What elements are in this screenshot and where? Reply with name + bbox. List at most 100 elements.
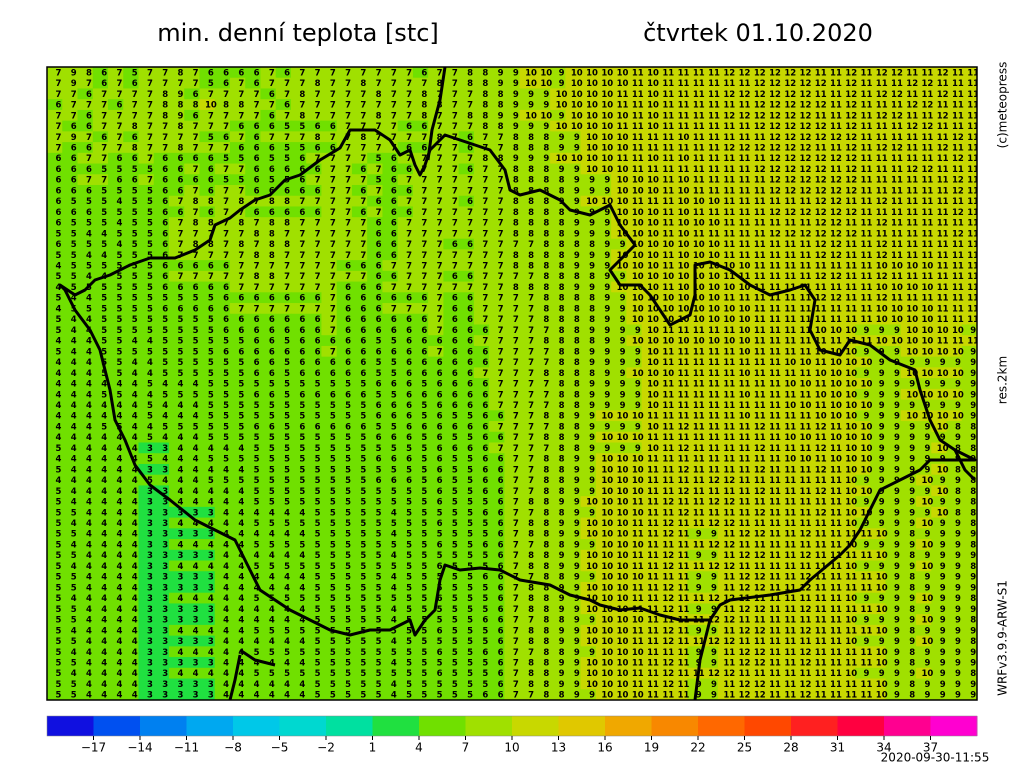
cell-value: 11	[906, 294, 918, 304]
cell-value: 7	[55, 68, 61, 78]
field-cell	[443, 120, 460, 132]
cell-value: 10	[739, 262, 751, 272]
cell-value: 7	[482, 272, 488, 282]
cell-value: 12	[800, 101, 812, 111]
field-cell	[168, 88, 185, 100]
cell-value: 10	[571, 68, 583, 78]
cell-value: 9	[604, 304, 610, 314]
cell-value: 7	[421, 133, 427, 143]
field-cell	[92, 142, 109, 154]
cell-value: 11	[739, 251, 751, 261]
cell-value: 6	[284, 294, 290, 304]
cell-value: 6	[376, 294, 382, 304]
cell-value: 11	[800, 219, 812, 229]
field-cell	[321, 120, 338, 132]
cell-value: 10	[647, 283, 659, 293]
field-cell	[565, 109, 582, 122]
field-cell	[504, 142, 521, 154]
cell-value: 7	[147, 90, 153, 100]
cell-value: 8	[223, 101, 229, 111]
cell-value: 5	[116, 272, 122, 282]
cell-value: 11	[922, 176, 934, 186]
cell-value: 10	[632, 219, 644, 229]
cell-value: 12	[800, 144, 812, 154]
cell-value: 11	[693, 133, 705, 143]
cell-value: 12	[830, 272, 842, 282]
cell-value: 7	[147, 144, 153, 154]
cell-value: 9	[71, 68, 77, 78]
cell-value: 8	[559, 186, 565, 196]
cell-value: 6	[55, 186, 61, 196]
cell-value: 7	[177, 197, 183, 207]
cell-value: 6	[208, 176, 214, 186]
field-cell	[870, 120, 887, 132]
cell-value: 7	[330, 111, 336, 121]
cell-value: 7	[208, 272, 214, 282]
cell-value: 5	[101, 283, 107, 293]
field-cell	[260, 109, 277, 122]
cell-value: 7	[437, 154, 443, 164]
cell-value: 7	[452, 262, 458, 272]
cell-value: 7	[238, 304, 244, 314]
cell-value: 7	[208, 90, 214, 100]
cell-value: 10	[525, 111, 537, 121]
cell-value: 7	[406, 240, 412, 250]
cell-value: 11	[861, 283, 873, 293]
cell-value: 7	[452, 144, 458, 154]
cell-value: 9	[574, 219, 580, 229]
cell-value: 11	[845, 240, 857, 250]
field-cell	[565, 77, 582, 90]
cell-value: 6	[345, 262, 351, 272]
cell-value: 11	[693, 122, 705, 132]
cell-value: 6	[269, 90, 275, 100]
field-cell	[855, 142, 871, 154]
field-cell	[824, 120, 841, 132]
cell-value: 7	[421, 197, 427, 207]
cell-value: 11	[845, 294, 857, 304]
field-cell	[672, 99, 688, 111]
cell-value: 11	[952, 90, 964, 100]
field-cell	[168, 99, 185, 111]
cell-value: 6	[162, 272, 168, 282]
cell-value: 12	[906, 101, 918, 111]
cell-value: 7	[86, 101, 92, 111]
field-cell	[397, 142, 414, 154]
field-cell	[794, 131, 810, 143]
cell-value: 7	[482, 240, 488, 250]
cell-value: 11	[845, 272, 857, 282]
cell-value: 11	[830, 122, 842, 132]
cell-value: 8	[269, 197, 275, 207]
field-cell	[397, 99, 414, 111]
cell-value: 6	[208, 186, 214, 196]
cell-value: 8	[559, 283, 565, 293]
field-cell	[62, 163, 79, 175]
field-cell	[702, 77, 719, 90]
field-cell	[290, 77, 307, 90]
cell-value: 7	[330, 262, 336, 272]
cell-value: 8	[513, 165, 519, 175]
cell-value: 6	[101, 79, 107, 89]
cell-value: 6	[299, 294, 305, 304]
cell-value: 6	[269, 208, 275, 218]
cell-value: 7	[55, 79, 61, 89]
cell-value: 11	[739, 229, 751, 239]
cell-value: 10	[601, 144, 613, 154]
cell-value: 4	[116, 197, 122, 207]
cell-value: 7	[193, 79, 199, 89]
cell-value: 11	[830, 79, 842, 89]
field-cell	[473, 120, 490, 132]
field-cell	[123, 109, 140, 122]
cell-value: 12	[723, 111, 735, 121]
cell-value: 11	[861, 79, 873, 89]
field-cell	[412, 131, 429, 143]
cell-value: 7	[330, 79, 336, 89]
field-cell	[77, 109, 94, 122]
cell-value: 10	[586, 122, 598, 132]
cell-value: 7	[391, 283, 397, 293]
cell-value: 5	[101, 262, 107, 272]
cell-value: 7	[55, 122, 61, 132]
cell-value: 6	[391, 186, 397, 196]
cell-value: 11	[830, 144, 842, 154]
cell-value: 11	[632, 111, 644, 121]
cell-value: 10	[678, 186, 690, 196]
